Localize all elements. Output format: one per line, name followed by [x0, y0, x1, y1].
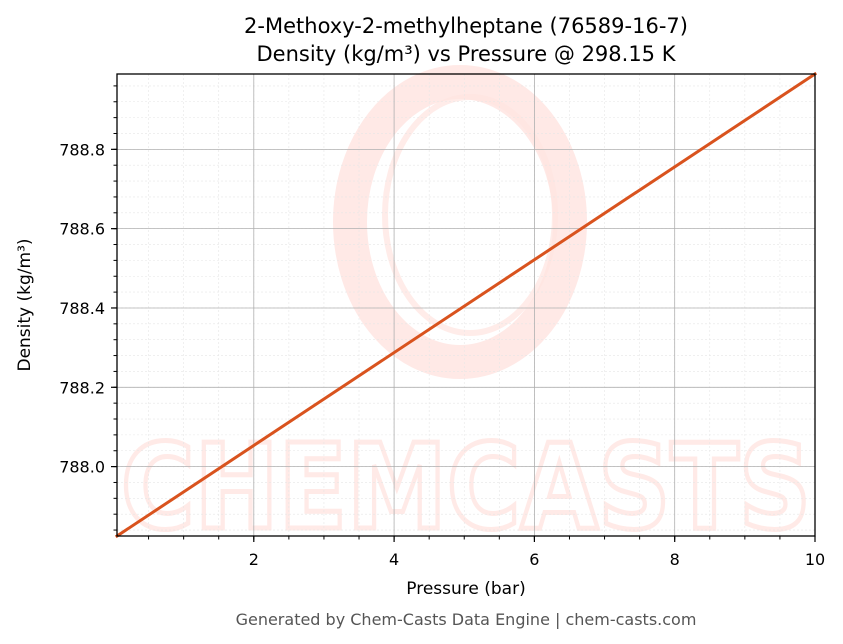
watermark-logo-ring — [333, 65, 587, 379]
y-tick-label: 788.8 — [59, 140, 105, 159]
y-axis: 788.0 788.2 788.4 788.6 788.8 — [59, 85, 117, 531]
chart-subtitle: Density (kg/m³) vs Pressure @ 298.15 K — [256, 42, 676, 66]
series-line — [114, 71, 818, 539]
x-tick-label: 10 — [805, 550, 825, 569]
x-tick-label: 8 — [670, 550, 680, 569]
x-tick-label: 2 — [249, 550, 259, 569]
series-layer — [114, 71, 818, 539]
y-tick-label: 788.0 — [59, 458, 105, 477]
watermark-text: CHEMCASTS — [121, 418, 811, 556]
watermark: CHEMCASTS — [119, 65, 814, 559]
y-tick-label: 788.6 — [59, 220, 105, 239]
x-axis: 2 4 6 8 10 — [148, 536, 825, 569]
x-tick-label: 6 — [529, 550, 539, 569]
y-axis-label: Density (kg/m³) — [15, 238, 35, 371]
x-tick-label: 4 — [389, 550, 399, 569]
chart-title: 2-Methoxy-2-methylheptane (76589-16-7) — [244, 14, 688, 38]
y-tick-label: 788.2 — [59, 378, 105, 397]
footer-credit: Generated by Chem-Casts Data Engine | ch… — [236, 610, 697, 629]
x-axis-label: Pressure (bar) — [406, 579, 525, 599]
y-tick-label: 788.4 — [59, 299, 105, 318]
plot-frame — [116, 73, 816, 537]
